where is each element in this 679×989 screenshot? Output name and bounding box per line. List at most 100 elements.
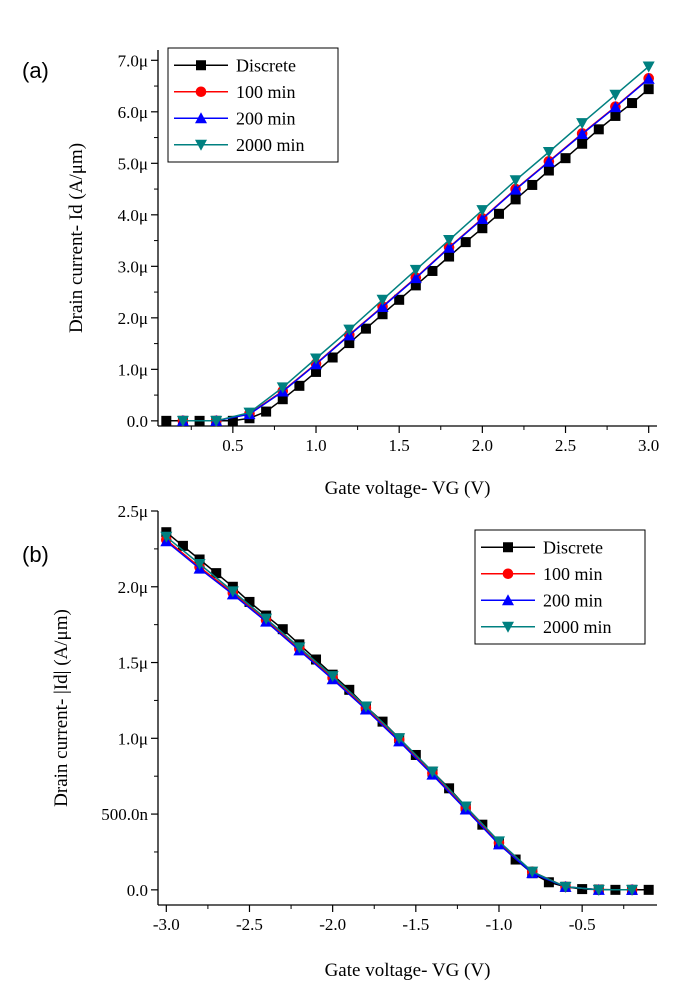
data-point: [344, 684, 355, 695]
data-point: [243, 407, 256, 419]
data-point: [576, 118, 589, 130]
data-point: [260, 613, 273, 625]
data-point: [526, 866, 539, 878]
data-point: [409, 272, 422, 284]
y-tick-label: 6.0μ: [118, 103, 148, 122]
legend: Discrete 100 min 200 min 2000 min: [167, 47, 339, 163]
legend-label: 2000 min: [236, 135, 305, 155]
x-tick-label: 1.0: [305, 436, 326, 455]
legend-label: 200 min: [236, 108, 296, 128]
data-point: [459, 801, 472, 813]
data-point: [426, 766, 439, 778]
data-point: [610, 110, 621, 121]
data-point: [193, 559, 206, 571]
legend-marker: [196, 60, 206, 71]
data-point: [542, 155, 555, 167]
data-point: [527, 179, 538, 190]
data-point: [592, 884, 605, 896]
data-point: [643, 84, 654, 95]
data-point: [542, 146, 555, 158]
data-point: [244, 596, 255, 607]
data-point: [443, 235, 456, 247]
x-tick-label: -1.5: [402, 915, 429, 934]
y-tick-label: 1.0μ: [118, 360, 148, 379]
data-point: [327, 352, 338, 363]
data-point: [626, 884, 639, 896]
data-point: [609, 89, 622, 101]
y-tick-label: 4.0μ: [118, 206, 148, 225]
x-tick-label: 1.5: [389, 436, 410, 455]
data-point: [160, 531, 173, 543]
data-point: [460, 237, 471, 248]
data-point: [344, 338, 355, 349]
data-point: [510, 194, 521, 205]
legend-item: 200 min: [174, 108, 296, 128]
data-point: [577, 884, 588, 895]
data-point: [443, 241, 456, 253]
data-point: [543, 165, 554, 176]
legend-marker: [503, 542, 513, 553]
legend-label: Discrete: [543, 537, 603, 557]
x-tick-label: 3.0: [638, 436, 659, 455]
y-tick-label: 5.0μ: [118, 154, 148, 173]
y-axis-title: Drain current- |Id| (A/μm): [51, 609, 72, 807]
data-point: [642, 72, 655, 84]
series-2000-min: [160, 531, 639, 896]
data-point: [477, 223, 488, 234]
legend-item: 200 min: [481, 590, 603, 610]
data-point: [410, 280, 421, 291]
y-tick-label: 2.5μ: [118, 502, 148, 521]
x-tick-label: -0.5: [569, 915, 596, 934]
legend-marker: [195, 112, 207, 124]
panel-a: (a) 0.5 1.0 1.5 2.0 2.5 3.0 0.0 1.0μ 2.0μ 3.0μ 4.0μ…: [22, 47, 659, 499]
data-point: [560, 153, 571, 164]
data-point: [326, 671, 339, 683]
data-point: [427, 265, 438, 276]
legend-marker: [502, 621, 514, 633]
data-point: [476, 205, 489, 217]
data-point: [376, 294, 389, 306]
data-point: [261, 406, 272, 417]
data-point: [211, 568, 222, 579]
x-axis-title: Gate voltage- VG (V): [325, 478, 491, 499]
y-tick-label: 1.5μ: [118, 654, 148, 673]
y-tick-label: 0.0: [127, 881, 148, 900]
data-point: [177, 540, 188, 551]
data-point: [394, 294, 405, 305]
y-tick-label: 3.0μ: [118, 257, 148, 276]
legend-label: 200 min: [543, 590, 603, 610]
data-point: [643, 884, 654, 895]
y-tick-label: 500.0n: [101, 805, 148, 824]
legend-item: 100 min: [481, 564, 603, 584]
y-tick-label: 1.0μ: [118, 729, 148, 748]
series-2000-min: [176, 61, 655, 427]
x-tick-label: -1.0: [486, 915, 513, 934]
data-point: [311, 654, 322, 665]
x-tick-label: 0.5: [222, 436, 243, 455]
data-point: [593, 124, 604, 135]
y-tick-label: 0.0: [127, 412, 148, 431]
data-point: [559, 881, 572, 893]
data-point: [360, 323, 371, 334]
data-point: [227, 415, 238, 426]
data-point: [226, 586, 239, 598]
panel-label: (b): [22, 542, 49, 567]
y-tick-label: 2.0μ: [118, 309, 148, 328]
y-tick-label: 7.0μ: [118, 51, 148, 70]
data-point: [576, 127, 589, 139]
data-point: [343, 324, 356, 336]
data-point: [492, 836, 505, 848]
data-point: [409, 264, 422, 276]
legend-item: Discrete: [174, 55, 296, 75]
data-point: [627, 98, 638, 109]
legend-marker: [502, 568, 514, 580]
data-point: [543, 877, 554, 888]
x-tick-label: -3.0: [153, 915, 180, 934]
legend-label: 2000 min: [543, 617, 612, 637]
data-point: [294, 380, 305, 391]
data-point: [493, 208, 504, 219]
data-point: [310, 353, 323, 365]
panel-b: (b) -3.0 -2.5 -2.0 -1.5 -1.0 -0.5 0.0 500.0n 1.0μ…: [22, 502, 657, 981]
data-point: [393, 733, 406, 745]
